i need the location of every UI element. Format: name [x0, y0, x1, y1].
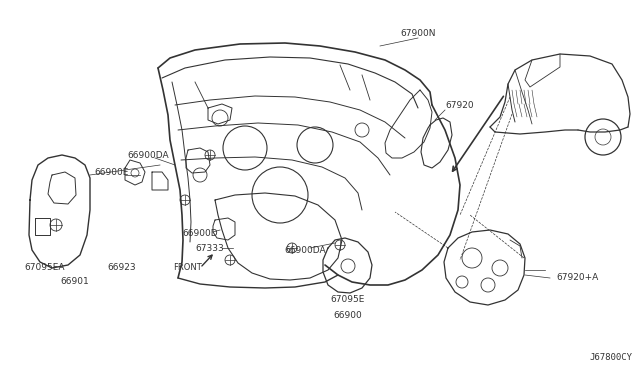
Text: 66901: 66901	[61, 278, 90, 286]
Text: 66900DA: 66900DA	[127, 151, 169, 160]
Text: 66900DA: 66900DA	[284, 246, 326, 254]
Text: J67800CY: J67800CY	[589, 353, 632, 362]
Text: 66900E: 66900E	[95, 167, 129, 176]
Text: FRONT: FRONT	[173, 263, 202, 273]
Text: 67900N: 67900N	[400, 29, 436, 38]
Text: 66923: 66923	[108, 263, 136, 273]
Text: 67920+A: 67920+A	[556, 273, 598, 282]
Text: 66900: 66900	[333, 311, 362, 320]
Text: 67095E: 67095E	[331, 295, 365, 305]
Text: 67920: 67920	[445, 100, 474, 109]
Text: 66900D: 66900D	[182, 228, 218, 237]
Text: 67095EA: 67095EA	[25, 263, 65, 273]
Text: 67333: 67333	[196, 244, 225, 253]
